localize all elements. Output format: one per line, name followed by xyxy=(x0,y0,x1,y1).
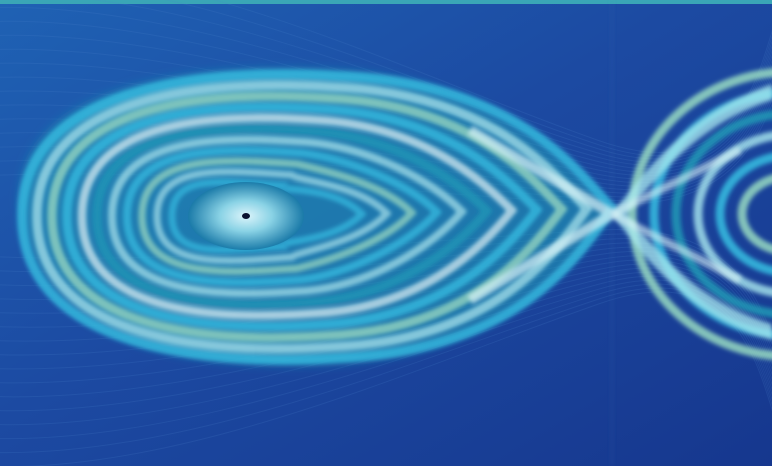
bg-contour-line xyxy=(0,20,772,412)
right-lobe-band xyxy=(737,174,772,254)
orbit-band-edge xyxy=(81,117,514,317)
center-dot xyxy=(242,213,250,219)
right-lobe-band xyxy=(715,152,772,276)
bg-contour-line xyxy=(0,6,772,426)
orbit-band-edge xyxy=(96,127,489,306)
orbit-band-edge xyxy=(51,95,563,339)
saddle-crossing xyxy=(467,0,742,466)
saddle-right-arms xyxy=(610,146,742,284)
separatrix-lower-right xyxy=(612,214,772,340)
orbit-band-edge xyxy=(126,149,439,284)
right-lobe-band xyxy=(627,68,772,360)
separatrix-upper-right xyxy=(612,84,772,214)
orbit-band-edge xyxy=(66,106,538,328)
bg-contour-line xyxy=(0,34,772,398)
right-lobe xyxy=(612,68,772,360)
right-lobe-band xyxy=(693,131,772,297)
right-lobe-band xyxy=(649,89,772,339)
orbit-band-edge xyxy=(111,138,464,295)
orbit-band-edge xyxy=(141,160,414,273)
right-lobe-band xyxy=(671,110,772,318)
orbit-band-edge xyxy=(36,84,588,350)
orbit-band-edge xyxy=(171,181,364,251)
top-strip xyxy=(0,0,772,4)
orbit-band-edge xyxy=(156,170,389,262)
